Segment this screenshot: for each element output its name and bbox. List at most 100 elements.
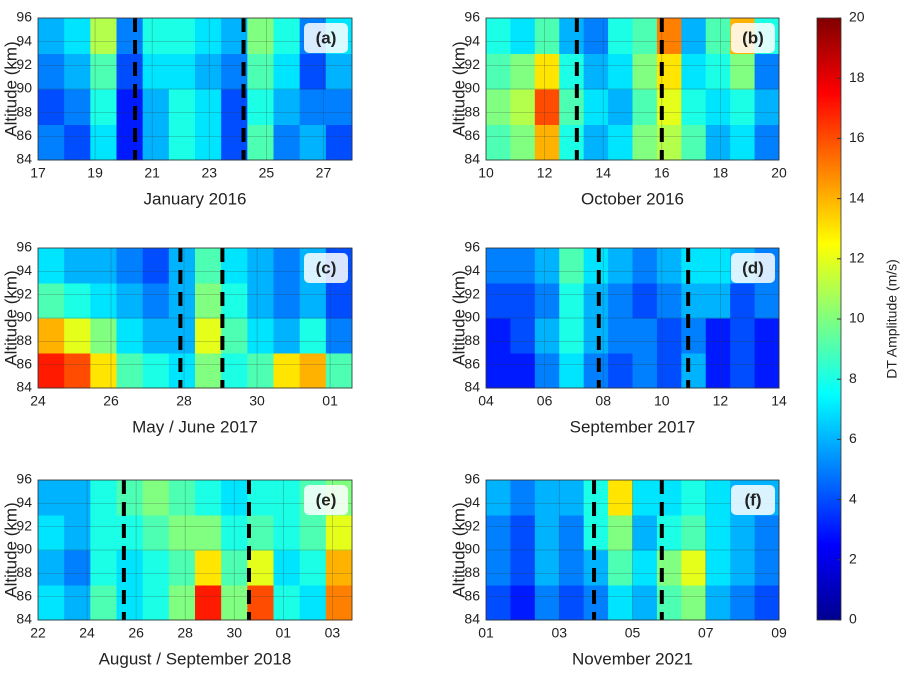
colorbar-tick-label: 12 [849, 250, 865, 266]
x-tick-label: 16 [654, 165, 670, 181]
heat-cell [534, 283, 560, 319]
heat-cell [754, 353, 780, 389]
heat-cell [730, 89, 756, 125]
heat-cell [608, 248, 633, 284]
heat-cell [116, 318, 144, 354]
heat-cell [325, 550, 353, 586]
heat-cell [195, 89, 222, 125]
y-tick-label: 86 [464, 587, 480, 603]
heat-cell [681, 353, 707, 389]
x-tick-label: 17 [30, 165, 46, 181]
heat-cell [142, 124, 170, 161]
heat-cell [299, 515, 327, 551]
x-tick-label: 12 [537, 165, 553, 181]
heat-cell [632, 318, 658, 354]
heat-cell [681, 318, 707, 354]
y-tick-label: 96 [16, 471, 32, 487]
heat-cell [64, 550, 91, 586]
heat-cell [681, 480, 707, 516]
heat-cell [247, 515, 274, 551]
heat-cell [221, 585, 248, 621]
heat-cell [116, 550, 144, 586]
heat-cell [583, 248, 609, 284]
heat-cell [632, 585, 658, 621]
heat-cell [510, 248, 536, 284]
heat-cell [705, 89, 731, 125]
plot-frame [485, 247, 780, 389]
x-tick-label: 26 [103, 393, 119, 409]
heat-cell [273, 550, 301, 586]
x-tick-label: 05 [625, 625, 641, 641]
heat-cell [116, 585, 144, 621]
x-tick-label: 25 [259, 165, 275, 181]
heat-cell [38, 480, 65, 516]
heat-cell [730, 585, 756, 621]
heat-cell [559, 18, 585, 54]
heat-cell [273, 283, 301, 319]
heat-cell [64, 283, 91, 319]
x-axis-label: November 2021 [572, 649, 693, 668]
heat-cell [559, 89, 585, 125]
heat-cell [247, 283, 274, 319]
heat-cell [168, 550, 196, 586]
x-tick-label: 30 [249, 393, 265, 409]
heat-cell [754, 89, 780, 125]
heat-cell [534, 353, 560, 389]
plot-frame [37, 17, 353, 161]
heat-cell [681, 53, 707, 90]
y-tick-label: 84 [464, 379, 480, 395]
heat-cell [64, 318, 91, 354]
heat-cell [608, 353, 633, 389]
heat-cell [247, 53, 274, 90]
x-axis-label: October 2016 [581, 189, 684, 208]
heat-cell [90, 89, 117, 125]
y-tick-label: 90 [16, 309, 32, 325]
x-tick-label: 10 [654, 393, 670, 409]
y-axis-label: Altitude (km) [1, 502, 20, 597]
y-tick-label: 90 [16, 541, 32, 557]
heat-cell [486, 89, 511, 125]
panel-label-box [731, 23, 775, 53]
heat-cell [64, 480, 91, 516]
heat-cell [64, 248, 91, 284]
heat-cell [64, 89, 91, 125]
heat-cell [195, 515, 222, 551]
plot-frame [37, 479, 353, 621]
y-tick-label: 96 [464, 471, 480, 487]
y-tick-label: 86 [464, 127, 480, 143]
x-tick-label: 22 [30, 625, 46, 641]
heat-cell [90, 124, 117, 161]
heat-cell [195, 124, 222, 161]
heat-cell [705, 318, 731, 354]
x-tick-label: 04 [478, 393, 494, 409]
y-tick-label: 86 [16, 127, 32, 143]
panel-label-box [304, 485, 348, 515]
heat-cell [632, 353, 658, 389]
y-tick-label: 92 [16, 56, 32, 72]
heat-cell [632, 550, 658, 586]
heat-cell [754, 124, 780, 161]
x-tick-label: 19 [87, 165, 103, 181]
heat-cell [247, 585, 274, 621]
heat-cell [730, 318, 756, 354]
heat-cell [559, 124, 585, 161]
heat-cell [299, 550, 327, 586]
colorbar-tick-label: 20 [849, 9, 865, 25]
y-axis-label: Altitude (km) [449, 502, 468, 597]
heat-cell [583, 480, 609, 516]
heat-cell [632, 283, 658, 319]
colorbar-tick-label: 16 [849, 129, 865, 145]
heat-cell [299, 124, 327, 161]
colorbar-tick-label: 8 [849, 370, 857, 386]
y-tick-label: 94 [16, 32, 32, 48]
heat-cell [116, 353, 144, 389]
heat-cell [534, 318, 560, 354]
heat-cell [116, 124, 144, 161]
y-tick-label: 92 [16, 285, 32, 301]
y-tick-label: 94 [16, 262, 32, 278]
heat-cell [38, 89, 65, 125]
y-axis-label: Altitude (km) [1, 41, 20, 136]
plot-frame [485, 17, 780, 161]
heat-cell [559, 585, 585, 621]
heat-cell [221, 353, 248, 389]
